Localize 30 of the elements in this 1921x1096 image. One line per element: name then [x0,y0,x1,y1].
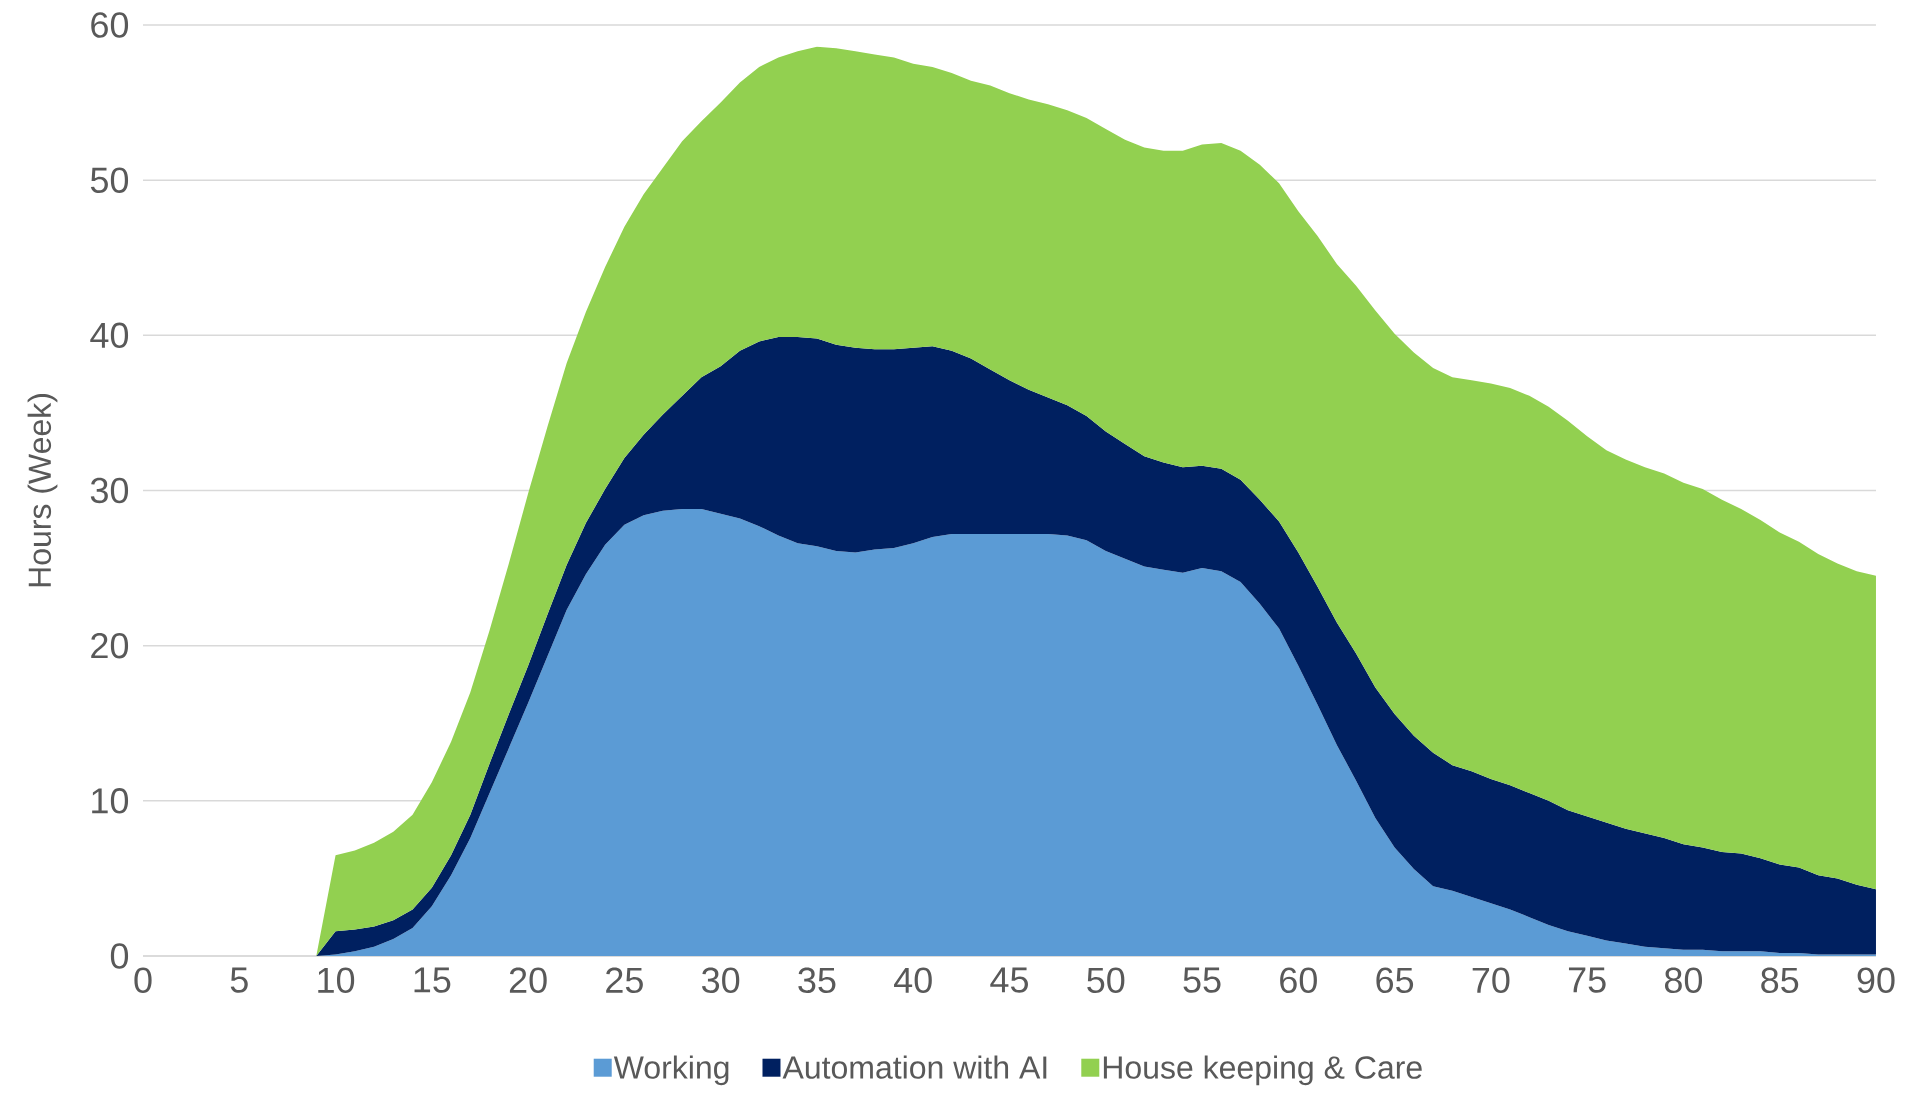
x-tick-label: 90 [1857,967,1895,994]
x-tick-label: 50 [1087,967,1125,994]
legend-label: House keeping & Care [1103,1055,1422,1086]
x-tick-label: 40 [894,967,932,994]
x-tick-label: 55 [1183,967,1221,993]
y-tick-label: 60 [91,12,129,38]
y-tick-label: 50 [90,167,129,193]
x-tick-label: 75 [1568,967,1606,993]
x-tick-label: 30 [702,967,740,994]
y-tick-label: 10 [92,788,129,814]
x-tick-label: 25 [606,967,643,994]
legend-label: Working [613,1055,729,1086]
legend-label: Automation with AI [782,1055,1047,1079]
y-tick-label: 0 [110,943,129,969]
x-tick-label: 10 [318,967,355,994]
x-tick-label: 80 [1664,967,1703,994]
y-axis-title: Hours (Week) [27,394,58,587]
y-tick-label: 20 [91,632,129,659]
x-tick-label: 45 [990,967,1028,993]
y-tick-label: 40 [90,322,129,349]
x-tick-label: 0 [134,967,152,994]
x-tick-label: 60 [1280,967,1317,994]
x-tick-label: 20 [509,967,547,994]
x-tick-label: 70 [1472,967,1510,994]
x-tick-label: 85 [1761,967,1799,994]
x-tick-label: 65 [1376,967,1414,994]
y-tick-label: 30 [90,477,129,504]
x-tick-label: 15 [414,967,451,993]
x-tick-label: 5 [230,967,248,993]
x-tick-label: 35 [798,967,836,994]
